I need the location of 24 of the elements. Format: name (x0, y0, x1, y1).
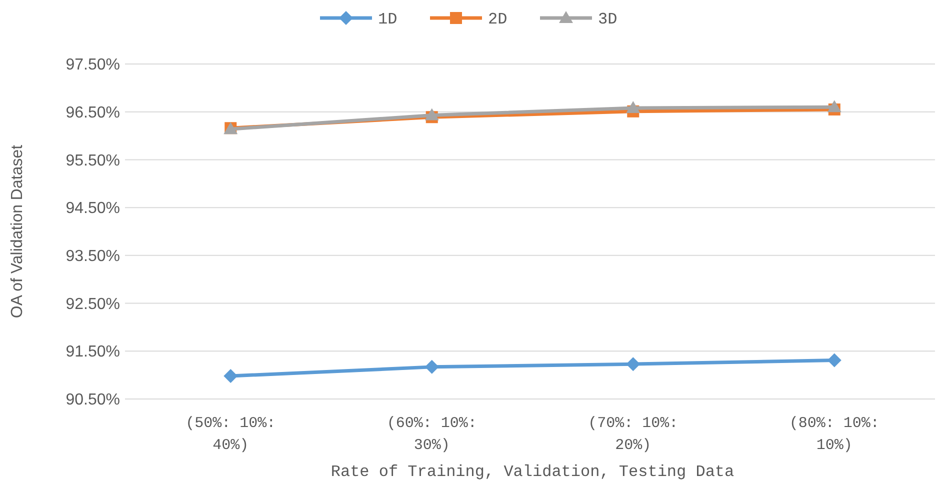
point (626, 101, 640, 114)
legend-label: 2D (488, 10, 508, 29)
x-tick-label: (50%: 10%: 40%) (186, 415, 276, 454)
point (626, 357, 640, 372)
point (827, 353, 842, 368)
x-tick-label: (60%: 10%: 30%) (386, 415, 477, 454)
x-tick-label: (70%: 10%: 20%) (588, 415, 678, 454)
y-axis-title: OA of Validation Dataset (9, 144, 26, 318)
point (424, 360, 439, 374)
point (224, 369, 238, 384)
y-tick-label: 91.50% (66, 344, 120, 361)
y-tick-label: 94.50% (66, 200, 120, 218)
y-tick-label: 95.50% (66, 152, 120, 170)
y-tick-label: 92.50% (66, 296, 120, 313)
legend-label: 1D (378, 10, 398, 29)
y-tick-label: 90.50% (66, 392, 120, 409)
point (424, 108, 439, 120)
y-tick-label: 96.50% (66, 104, 120, 122)
legend-label: 3D (598, 10, 618, 29)
y-tick-label: 97.50% (66, 56, 120, 74)
x-axis-title: Rate of Training, Validation, Testing Data (330, 463, 735, 481)
x-tick-label: (80%: 10%: 10%) (789, 415, 880, 454)
point (827, 100, 842, 112)
y-tick-label: 93.50% (66, 248, 120, 266)
